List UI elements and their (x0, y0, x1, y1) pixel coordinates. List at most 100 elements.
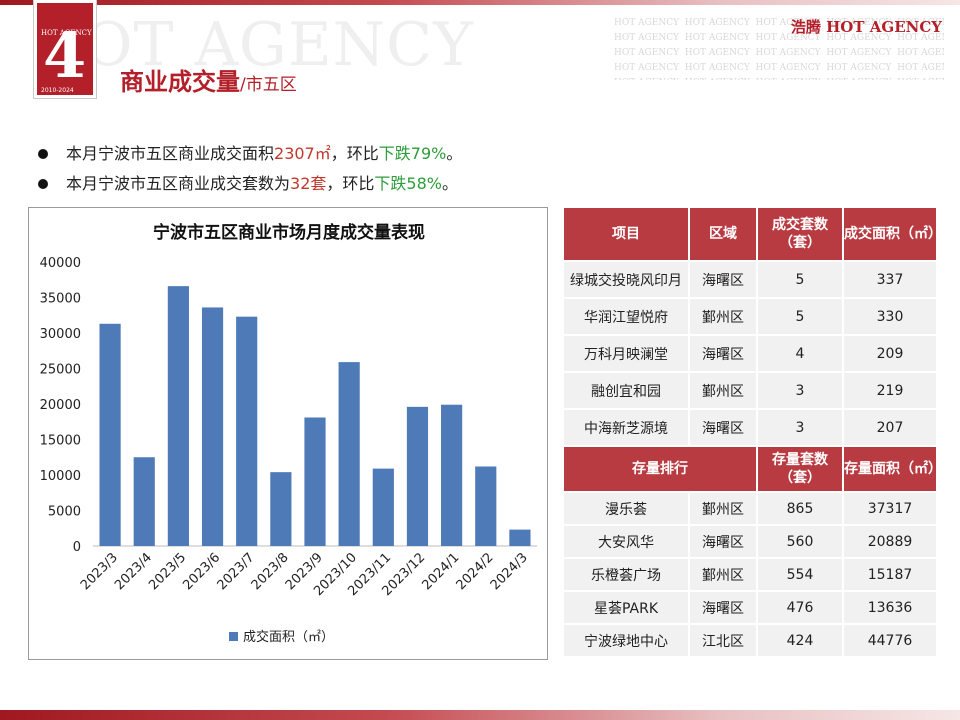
table-cell: 865 (758, 493, 842, 524)
stock-header-row: 存量排行 存量套数（套） 存量面积（㎡） (564, 447, 942, 491)
x-tick-label: 2023/4 (112, 550, 155, 593)
table-cell: 13636 (844, 592, 936, 623)
table-cell: 海曙区 (690, 410, 756, 445)
watermark-pattern: HOT AGENCY HOT AGENCY HOT AGENCY HOT AGE… (614, 18, 944, 80)
table-cell: 海曙区 (690, 262, 756, 297)
x-tick-label: 2023/8 (249, 550, 292, 593)
table-row: 融创宜和园 鄞州区 3 219 (564, 373, 936, 408)
bar-chart-panel: 宁波市五区商业市场月度成交量表现 0 5000 10000 15000 20000 2500… (28, 207, 548, 660)
y-tick-label: 5000 (48, 505, 81, 520)
bullet-text: 本月宁波市五区商业成交面积 (66, 144, 275, 163)
table-cell: 5 (758, 262, 842, 297)
y-tick-label: 30000 (40, 327, 81, 342)
x-tick-label: 2023/6 (180, 550, 223, 593)
table-header-cell: 成交面积（㎡） (844, 208, 942, 260)
table-cell: 宁波绿地中心 (564, 625, 688, 656)
bar (372, 468, 394, 546)
title-main: 商业成交量 (120, 68, 240, 96)
logo-top-text: HOT AGENCY (41, 29, 92, 37)
table-row: 星荟PARK 海曙区 476 13636 (564, 592, 936, 623)
x-tick-label: 2023/5 (146, 550, 189, 593)
bullet-text: ，环比 (330, 144, 379, 163)
units-value: 32套 (290, 174, 327, 193)
table-cell: 绿城交投晓风印月 (564, 262, 688, 297)
x-tick-label: 2024/2 (454, 550, 497, 593)
table-cell: 海曙区 (690, 336, 756, 371)
bottom-accent-bar (0, 710, 960, 720)
bar (304, 417, 326, 546)
bullet-text: 。 (441, 174, 458, 193)
units-change: 下跌58% (374, 174, 442, 193)
area-change: 下跌79% (378, 144, 447, 163)
table-row: 华润江望悦府 鄞州区 5 330 (564, 299, 936, 334)
table-cell: 漫乐荟 (564, 493, 688, 524)
table-cell: 华润江望悦府 (564, 299, 688, 334)
table-cell: 鄞州区 (690, 559, 756, 590)
table-cell: 20889 (844, 526, 936, 557)
table-cell: 207 (844, 410, 936, 445)
table-cell: 424 (758, 625, 842, 656)
bullet-dot-icon (38, 179, 48, 189)
table-cell: 476 (758, 592, 842, 623)
bullet-text: ，环比 (326, 174, 375, 193)
table-cell: 209 (844, 336, 936, 371)
table-cell: 554 (758, 559, 842, 590)
table-cell: 海曙区 (690, 592, 756, 623)
y-tick-label: 35000 (40, 292, 81, 307)
bar (406, 406, 429, 546)
x-tick-label: 2024/1 (419, 550, 462, 593)
y-tick-label: 20000 (40, 398, 81, 413)
table-cell: 海曙区 (690, 526, 756, 557)
bar (133, 457, 155, 546)
bar (99, 323, 121, 546)
bar (509, 529, 531, 546)
y-tick-label: 0 (73, 540, 81, 555)
table-header-cell: 项目 (564, 208, 688, 260)
table-cell: 337 (844, 262, 936, 297)
logo-years: 2010-2024 (41, 87, 74, 94)
summary-bullet-units: 本月宁波市五区商业成交套数为32套，环比下跌58%。 (36, 172, 462, 202)
table-row: 乐橙荟广场 鄞州区 554 15187 (564, 559, 936, 590)
table-cell: 鄞州区 (690, 373, 756, 408)
table-row: 中海新芝源境 海曙区 3 207 (564, 410, 936, 445)
bar (270, 472, 292, 546)
bullet-dot-icon (38, 149, 48, 159)
table-header-cell: 存量面积（㎡） (844, 447, 942, 491)
x-tick-label: 2024/3 (488, 550, 531, 593)
table-cell: 大安风华 (564, 526, 688, 557)
page-title: 商业成交量/市五区 (120, 62, 297, 97)
bar (475, 466, 497, 546)
project-table: 项目 区域 成交套数（套） 成交面积（㎡） 绿城交投晓风印月 海曙区 5 337 华润江望悦府鄞… (562, 206, 942, 658)
area-value: 2307㎡ (274, 144, 331, 163)
y-tick-label: 10000 (40, 469, 81, 484)
anniversary-logo: HOT AGENCY 4 2010-2024 (34, 0, 96, 98)
table-cell: 3 (758, 410, 842, 445)
x-tick-label: 2023/3 (78, 550, 121, 593)
logo-number: 4 (43, 19, 86, 92)
table-row: 绿城交投晓风印月 海曙区 5 337 (564, 262, 936, 297)
bar (236, 316, 258, 546)
table-cell: 15187 (844, 559, 936, 590)
watermark-text: HOT AGENCY (30, 10, 474, 80)
table-cell: 44776 (844, 625, 936, 656)
table-cell: 5 (758, 299, 842, 334)
project-table-panel: 项目 区域 成交套数（套） 成交面积（㎡） 绿城交投晓风印月 海曙区 5 337 华润江望悦府鄞… (562, 206, 942, 658)
table-cell: 鄞州区 (690, 493, 756, 524)
legend-label: 成交面积（㎡） (243, 629, 334, 645)
deal-header-row: 项目 区域 成交套数（套） 成交面积（㎡） (564, 208, 942, 260)
bullet-text: 。 (446, 144, 463, 163)
table-cell: 万科月映澜堂 (564, 336, 688, 371)
table-header-cell: 区域 (690, 208, 756, 260)
table-header-cell: 存量套数（套） (758, 447, 842, 491)
summary-bullet-area: 本月宁波市五区商业成交面积2307㎡，环比下跌79%。 (36, 142, 462, 172)
table-cell: 219 (844, 373, 936, 408)
x-tick-label: 2023/7 (215, 550, 258, 593)
y-tick-label: 15000 (40, 434, 81, 449)
table-row: 漫乐荟 鄞州区 865 37317 (564, 493, 936, 524)
table-cell: 37317 (844, 493, 936, 524)
title-sub: /市五区 (240, 75, 297, 95)
table-header-cell: 成交套数（套） (758, 208, 842, 260)
table-cell: 4 (758, 336, 842, 371)
top-accent-bar (0, 0, 960, 5)
